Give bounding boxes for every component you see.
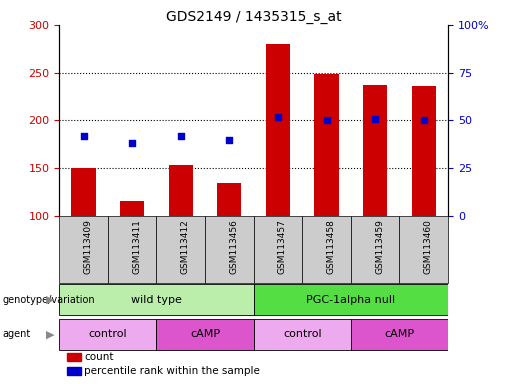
Bar	[266, 44, 290, 216]
Bar	[67, 353, 81, 361]
Bar	[302, 216, 351, 283]
Text: count: count	[84, 352, 114, 362]
Text: ▶: ▶	[45, 329, 54, 339]
Text: GSM113459: GSM113459	[375, 219, 384, 274]
Text: GSM113460: GSM113460	[424, 219, 433, 274]
Bar	[157, 216, 205, 283]
Point	[371, 116, 379, 122]
Text: agent: agent	[3, 329, 31, 339]
Text: GSM113411: GSM113411	[132, 219, 141, 274]
Text: ▶: ▶	[45, 295, 54, 305]
Bar	[157, 319, 253, 350]
Bar	[168, 166, 193, 216]
Text: genotype/variation: genotype/variation	[3, 295, 95, 305]
Bar	[72, 168, 96, 216]
Point	[420, 118, 428, 124]
Bar	[59, 216, 108, 283]
Text: cAMP: cAMP	[384, 329, 415, 339]
Text: GSM113457: GSM113457	[278, 219, 287, 274]
Title: GDS2149 / 1435315_s_at: GDS2149 / 1435315_s_at	[166, 10, 341, 24]
Bar	[59, 319, 157, 350]
Text: GSM113409: GSM113409	[83, 219, 93, 274]
Text: control: control	[89, 329, 127, 339]
Bar	[59, 285, 253, 315]
Bar	[253, 216, 302, 283]
Bar	[411, 86, 436, 216]
Text: control: control	[283, 329, 321, 339]
Bar	[205, 216, 253, 283]
Text: PGC-1alpha null: PGC-1alpha null	[306, 295, 396, 305]
Bar	[400, 216, 448, 283]
Text: cAMP: cAMP	[190, 329, 220, 339]
Point	[225, 136, 233, 142]
Bar	[253, 319, 351, 350]
Text: wild type: wild type	[131, 295, 182, 305]
Text: GSM113412: GSM113412	[181, 219, 190, 274]
Point	[79, 132, 88, 139]
Bar	[351, 319, 448, 350]
Bar	[363, 85, 387, 216]
Point	[322, 118, 331, 124]
Bar	[120, 201, 144, 216]
Text: GSM113456: GSM113456	[229, 219, 238, 274]
Point	[274, 114, 282, 120]
Text: percentile rank within the sample: percentile rank within the sample	[84, 366, 261, 376]
Bar	[351, 216, 400, 283]
Bar	[314, 74, 339, 216]
Bar	[108, 216, 157, 283]
Bar	[217, 184, 242, 216]
Point	[128, 140, 136, 146]
Bar	[67, 367, 81, 375]
Bar	[253, 285, 448, 315]
Text: GSM113458: GSM113458	[327, 219, 336, 274]
Point	[177, 132, 185, 139]
